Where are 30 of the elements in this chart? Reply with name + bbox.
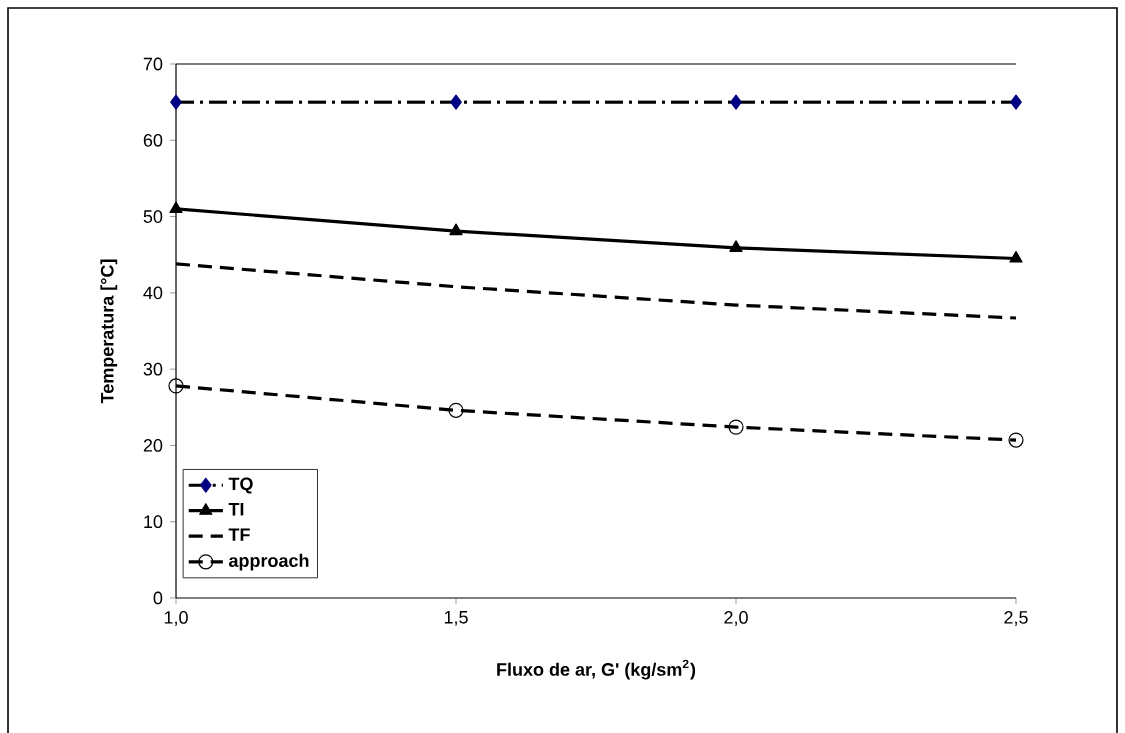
point	[1008, 432, 1024, 448]
point	[449, 223, 463, 236]
x-tick-label: 1,5	[444, 611, 468, 626]
legend-label: TI	[228, 503, 244, 516]
x-tick-label: 2,5	[1004, 611, 1028, 626]
y-tick-label: 10	[144, 515, 163, 529]
x-tick-label: 1,0	[164, 611, 188, 626]
y-tick-label: 30	[143, 362, 163, 376]
point	[728, 419, 744, 435]
y-tick-label: 0	[153, 591, 163, 605]
point	[729, 240, 743, 252]
y-tick-label: 20	[143, 439, 163, 452]
point	[168, 378, 184, 394]
x-tick-label: 2,0	[724, 611, 748, 626]
point	[1009, 250, 1023, 263]
x-axis-title: Fluxo de ar, G' (kg/sm$^{2}$)	[497, 659, 696, 680]
point	[730, 94, 742, 110]
legend-label: approach	[229, 553, 309, 571]
y-tick-label: 60	[143, 133, 163, 147]
y-axis-title: Temperatura [°C]	[100, 259, 118, 404]
point	[169, 201, 183, 214]
y-tick-label: 40	[143, 286, 163, 300]
y-tick-label: 70	[143, 57, 163, 71]
point	[450, 94, 462, 110]
legend-label: TF	[228, 528, 250, 541]
legend-label: TQ	[228, 477, 253, 494]
point	[1010, 94, 1022, 110]
y-tick-label: 50	[143, 210, 163, 223]
point	[448, 402, 464, 418]
point	[170, 94, 182, 110]
